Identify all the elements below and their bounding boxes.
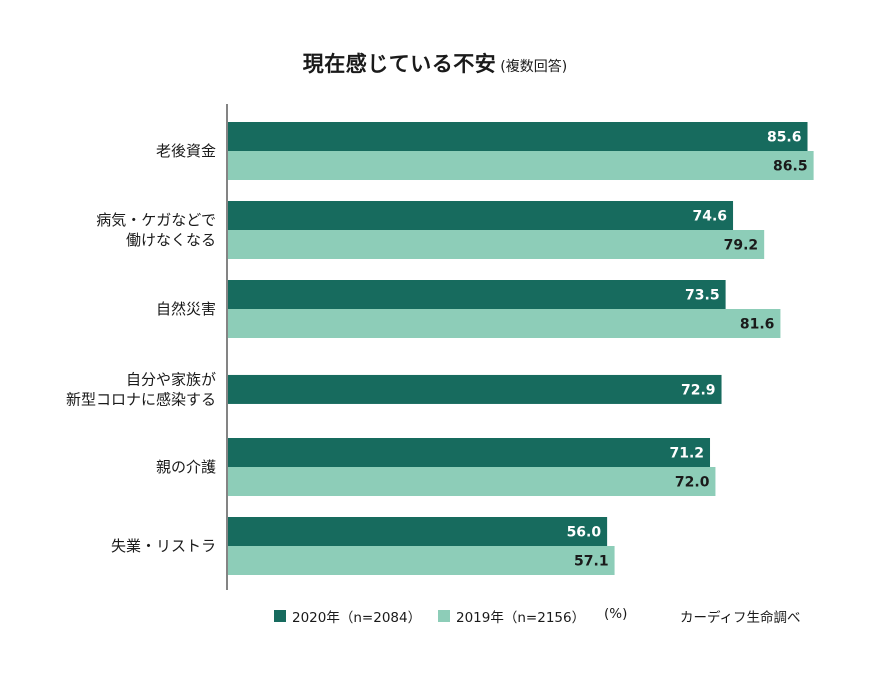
- bar-2019: [228, 230, 765, 259]
- category-label: 自分や家族が: [126, 370, 216, 388]
- chart-title-area: 現在感じている不安 (複数回答): [0, 48, 870, 78]
- bar-2020: [228, 122, 808, 151]
- category-label: 病気・ケガなどで: [96, 211, 216, 229]
- data-label: 72.0: [675, 475, 710, 491]
- bar-2019: [228, 467, 716, 496]
- unit-label: (%): [604, 606, 628, 622]
- data-label: 56.0: [567, 525, 602, 541]
- data-label: 73.5: [685, 288, 720, 304]
- category-label: 新型コロナに感染する: [66, 390, 216, 408]
- bar-2020: [228, 280, 726, 309]
- legend: 2020年（n=2084） 2019年（n=2156） (%) カーディフ生命調…: [0, 606, 870, 630]
- source-note: カーディフ生命調べ: [680, 610, 801, 626]
- legend-item-2019: 2019年（n=2156）: [438, 606, 585, 626]
- chart-title: 現在感じている不安: [302, 52, 497, 76]
- category-label: 親の介護: [156, 458, 216, 476]
- category-label: 自然災害: [156, 300, 216, 318]
- bar-2020: [228, 201, 734, 230]
- category-label: 働けなくなる: [126, 231, 216, 249]
- bar-2019: [228, 309, 781, 338]
- data-label: 72.9: [681, 382, 716, 398]
- data-label: 74.6: [692, 209, 727, 225]
- bar-2019: [228, 546, 615, 575]
- legend-item-2020: 2020年（n=2084）: [274, 606, 421, 626]
- bar-2020: [228, 517, 608, 546]
- bar-2020: [228, 438, 711, 467]
- data-label: 71.2: [669, 446, 704, 462]
- bar-2019: [228, 151, 814, 180]
- legend-label-2019: 2019年（n=2156）: [456, 610, 586, 626]
- data-label: 81.6: [740, 317, 775, 333]
- chart-subtitle: (複数回答): [500, 59, 568, 75]
- bar-2020: [228, 374, 722, 404]
- data-label: 86.5: [773, 159, 808, 175]
- legend-swatch-2020: [274, 610, 286, 622]
- data-label: 85.6: [767, 130, 802, 146]
- category-label: 老後資金: [156, 142, 216, 160]
- category-label: 失業・リストラ: [111, 537, 216, 555]
- legend-swatch-2019: [438, 610, 450, 622]
- data-label: 57.1: [574, 554, 609, 570]
- data-label: 79.2: [724, 238, 759, 254]
- legend-label-2020: 2020年（n=2084）: [292, 610, 422, 626]
